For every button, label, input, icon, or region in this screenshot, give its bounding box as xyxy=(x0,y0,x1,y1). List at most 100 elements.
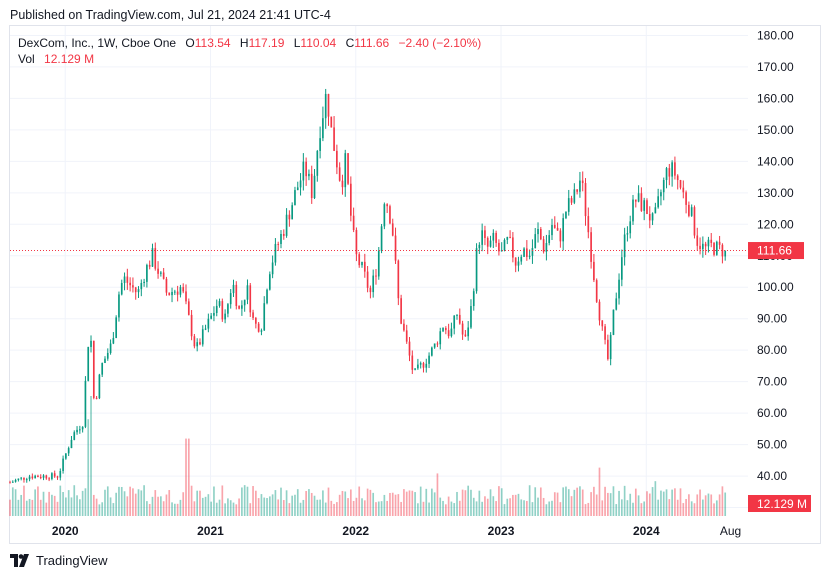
candle-body xyxy=(87,346,90,381)
volume-bar xyxy=(464,490,467,516)
candle-body xyxy=(433,343,436,348)
candle-body xyxy=(59,470,62,478)
ohlc-legend: DexCom, Inc., 1W, Cboe One O113.54 H117.… xyxy=(18,36,481,50)
candle-body xyxy=(249,285,252,313)
volume-bar xyxy=(277,499,280,516)
candle-body xyxy=(425,363,428,368)
candle-body xyxy=(296,187,299,191)
tradingview-logo[interactable]: TradingView xyxy=(10,553,108,568)
candle-body xyxy=(595,280,598,302)
candle-body xyxy=(590,232,592,262)
volume-badge-label: 12.129 M xyxy=(757,497,807,511)
volume-bar xyxy=(146,501,148,516)
volume-bar xyxy=(651,487,654,516)
volume-bar xyxy=(514,494,517,516)
price-axis-label: 120.00 xyxy=(757,217,794,231)
price-axis: 30.0040.0050.0060.0070.0080.0090.00100.0… xyxy=(757,28,794,514)
candle-body xyxy=(201,329,204,345)
candle-body xyxy=(9,482,11,484)
volume-bar xyxy=(403,489,405,516)
volume-bar xyxy=(486,498,489,516)
candle-body xyxy=(685,192,687,205)
volume-bar xyxy=(330,500,333,516)
candle-body xyxy=(648,214,651,221)
candle-body xyxy=(450,328,453,337)
candle-body xyxy=(676,175,679,181)
candle-body xyxy=(660,192,662,197)
candle-body xyxy=(31,476,34,479)
candle-body xyxy=(134,287,137,293)
volume-bar xyxy=(442,500,444,516)
volume-bar xyxy=(118,486,120,516)
candle-body xyxy=(414,368,416,370)
volume-bar xyxy=(593,486,595,516)
volume-bar xyxy=(590,492,592,516)
volume-bar xyxy=(350,489,352,516)
candle-body xyxy=(428,355,430,364)
volume-bar xyxy=(84,488,87,516)
volume-bar xyxy=(484,496,486,516)
candle-body xyxy=(53,473,56,477)
volume-bar xyxy=(489,489,492,516)
candle-body xyxy=(556,227,559,231)
volume-bar xyxy=(255,490,257,516)
candle-body xyxy=(391,223,394,236)
candle-body xyxy=(95,397,98,399)
price-axis-label: 80.00 xyxy=(757,343,787,357)
volume-bar xyxy=(123,491,126,516)
candle-body xyxy=(464,334,467,337)
candle-body xyxy=(62,458,64,471)
candle-body xyxy=(486,238,489,247)
volume-bar xyxy=(313,495,316,516)
volume-bar xyxy=(467,485,470,516)
candle-body xyxy=(573,189,576,203)
volume-bar xyxy=(232,502,235,516)
candle-body xyxy=(472,291,475,307)
time-axis-label: 2021 xyxy=(197,524,224,538)
candle-body xyxy=(274,243,277,263)
volume-bar xyxy=(397,494,400,516)
candle-body xyxy=(182,287,185,292)
volume-bar xyxy=(227,498,229,516)
volume-bar xyxy=(715,500,718,516)
candle-body xyxy=(453,315,456,329)
candle-body xyxy=(288,214,291,220)
volume-bar xyxy=(517,493,520,516)
candle-body xyxy=(604,326,606,340)
candle-body xyxy=(503,239,506,251)
candle-body xyxy=(257,323,260,332)
candle-body xyxy=(707,239,710,247)
volume-bar xyxy=(215,502,218,516)
candle-body xyxy=(539,229,542,240)
volume-bar xyxy=(657,499,659,516)
volume-legend: Vol 12.129 M xyxy=(18,52,94,66)
volume-bar xyxy=(702,499,704,516)
time-axis: 2020 2021 2022 2023 2024 Aug xyxy=(52,524,741,538)
price-axis-label: 150.00 xyxy=(757,123,794,137)
volume-bar xyxy=(204,496,207,516)
volume-bar xyxy=(576,487,578,516)
candle-body xyxy=(25,479,28,481)
candle-body xyxy=(165,278,168,293)
candle-body xyxy=(171,291,173,296)
candle-body xyxy=(394,235,397,261)
candle-body xyxy=(431,347,433,356)
candle-body xyxy=(179,287,182,295)
candle-body xyxy=(601,320,604,327)
candle-body xyxy=(129,282,131,286)
chart-frame[interactable] xyxy=(9,25,821,544)
volume-bar xyxy=(366,488,369,516)
volume-bar xyxy=(271,494,274,516)
volume-bar xyxy=(112,503,115,516)
volume-bar xyxy=(548,501,551,516)
volume-bar xyxy=(257,498,260,516)
volume-bar xyxy=(512,494,514,516)
candle-body xyxy=(235,284,238,306)
volume-label[interactable]: Vol xyxy=(18,52,35,66)
symbol-title[interactable]: DexCom, Inc., 1W, Cboe One xyxy=(18,36,177,50)
volume-bar xyxy=(724,492,727,516)
candle-body xyxy=(358,254,361,266)
volume-bar xyxy=(294,494,296,516)
candle-body xyxy=(576,189,578,192)
